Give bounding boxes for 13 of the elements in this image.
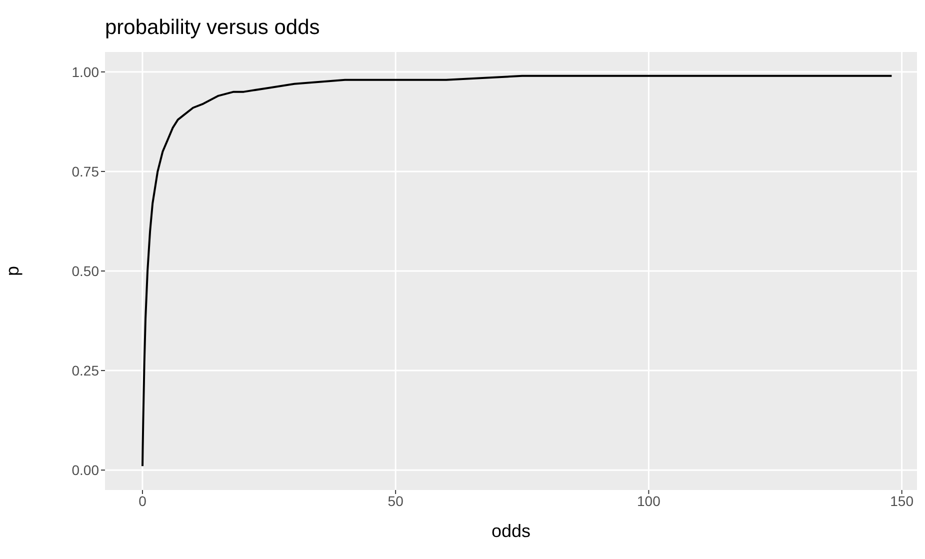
y-tick-label: 0.25: [72, 362, 100, 379]
x-tick-label: 150: [890, 492, 914, 509]
y-axis-title: p: [2, 266, 22, 276]
x-tick-label: 0: [138, 492, 147, 509]
y-tick-label: 0.00: [72, 462, 100, 478]
y-tick-label: 0.75: [72, 163, 100, 180]
x-axis-title: odds: [491, 521, 531, 541]
y-tick-label: 0.50: [72, 262, 100, 279]
line-series: [141, 74, 893, 468]
chart-title: probability versus odds: [105, 16, 320, 40]
y-tick-label: 1.00: [72, 64, 100, 80]
x-tick-label: 100: [637, 492, 661, 509]
x-tick-label: 50: [388, 492, 404, 509]
